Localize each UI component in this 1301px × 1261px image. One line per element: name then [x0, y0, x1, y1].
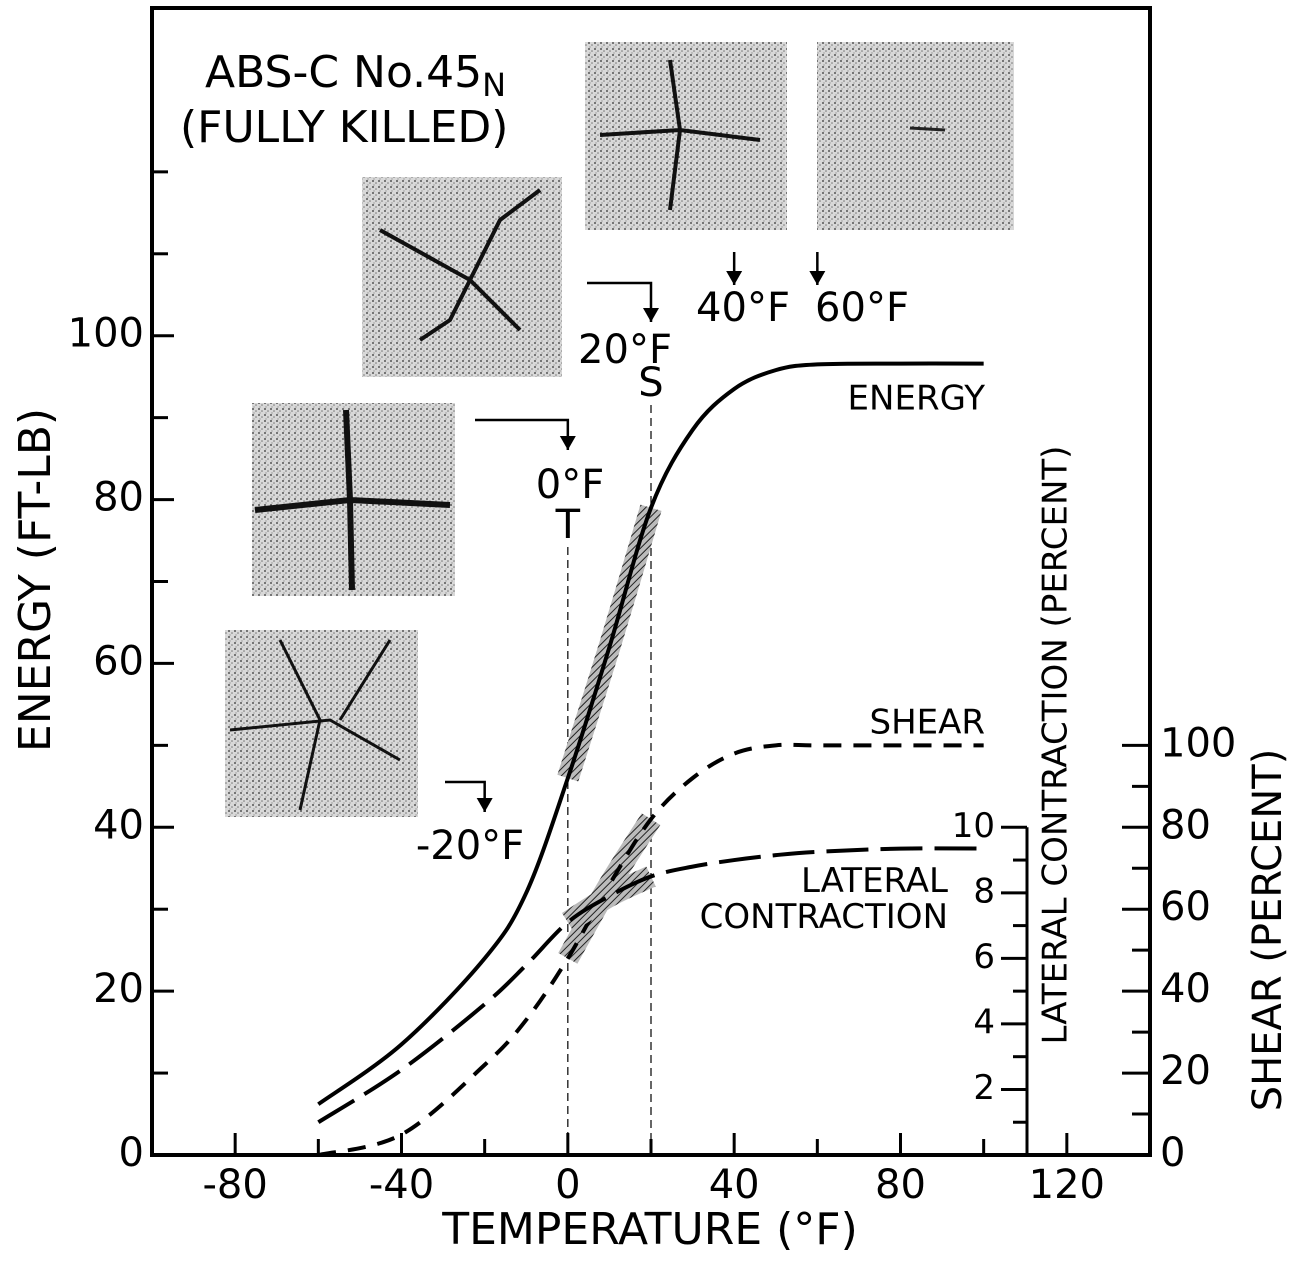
marker-arrow — [587, 281, 653, 322]
y2-tick-label: 40 — [1160, 966, 1211, 1012]
x-tick-label: 40 — [709, 1162, 760, 1208]
series-label: LATERAL CONTRACTION — [700, 861, 948, 937]
y-tick-label: 80 — [93, 475, 144, 521]
photo-crack — [909, 126, 946, 132]
marker-arrowhead — [476, 798, 493, 812]
series-label-line: LATERAL — [801, 861, 948, 901]
marker-arrowhead — [559, 436, 576, 450]
y3-tick-label: 2 — [973, 1068, 995, 1108]
photo-crack — [229, 639, 401, 811]
title-subscript: N — [482, 66, 506, 104]
marker-label: 60°F — [815, 285, 909, 331]
x-tick-label: 120 — [1029, 1162, 1105, 1208]
marker-label: 0°F — [536, 462, 604, 508]
y2-tick-label: 100 — [1160, 720, 1236, 766]
specimen-photos — [225, 42, 1014, 817]
series-label: SHEAR — [869, 703, 985, 743]
photo — [225, 630, 418, 817]
chart-subtitle: (FULLY KILLED) — [180, 102, 508, 153]
photo-crack — [379, 188, 542, 342]
x-tick-label: 0 — [555, 1162, 580, 1208]
photo — [585, 42, 787, 230]
line — [317, 846, 984, 1124]
marker-arrow — [445, 780, 486, 812]
title-main: ABS-C No.45 — [205, 47, 482, 98]
y2-tick-label: 60 — [1160, 884, 1211, 930]
y3-tick-label: 8 — [973, 871, 995, 911]
y-tick-label: 100 — [68, 311, 144, 357]
x-tick-label: 80 — [875, 1162, 926, 1208]
y-tick-label: 20 — [93, 966, 144, 1012]
marker-arrow — [475, 418, 570, 450]
chart-title: ABS-C No.45N — [205, 47, 506, 104]
y3-tick-label: 6 — [973, 937, 995, 977]
photo-crack — [254, 409, 451, 591]
y-tick-label: 0 — [119, 1130, 144, 1176]
x-axis-label: TEMPERATURE (°F) — [441, 1204, 858, 1255]
photo — [817, 42, 1014, 230]
marker-label: 20°F — [578, 327, 672, 373]
y-axis-label: ENERGY (FT-LB) — [10, 408, 61, 752]
marker-code: S — [638, 360, 663, 406]
x-tick-label: -40 — [369, 1162, 434, 1208]
y2-tick-label: 20 — [1160, 1048, 1211, 1094]
y3-tick-label: 4 — [973, 1002, 995, 1042]
marker-arrowhead — [809, 271, 826, 285]
marker-label: -20°F — [416, 823, 524, 869]
series-label: ENERGY — [848, 379, 986, 419]
marker-label: 40°F — [696, 285, 790, 331]
y2-tick-label: 80 — [1160, 802, 1211, 848]
y3-axis-label: LATERAL CONTRACTION (PERCENT) — [1036, 446, 1076, 1045]
y3-tick-label: 10 — [952, 806, 995, 846]
marker-code: T — [555, 502, 581, 548]
y-tick-label: 40 — [93, 802, 144, 848]
marker-arrowhead — [643, 308, 659, 322]
line — [317, 361, 984, 1106]
x-tick-label: -80 — [202, 1162, 267, 1208]
y2-axis-label: SHEAR (PERCENT) — [1245, 749, 1291, 1112]
y2-tick-label: 0 — [1160, 1130, 1185, 1176]
marker-arrowhead — [726, 271, 743, 285]
series-label-line: CONTRACTION — [700, 897, 948, 937]
line — [317, 742, 984, 1157]
photo-crack — [599, 59, 761, 211]
y-tick-label: 60 — [93, 638, 144, 684]
